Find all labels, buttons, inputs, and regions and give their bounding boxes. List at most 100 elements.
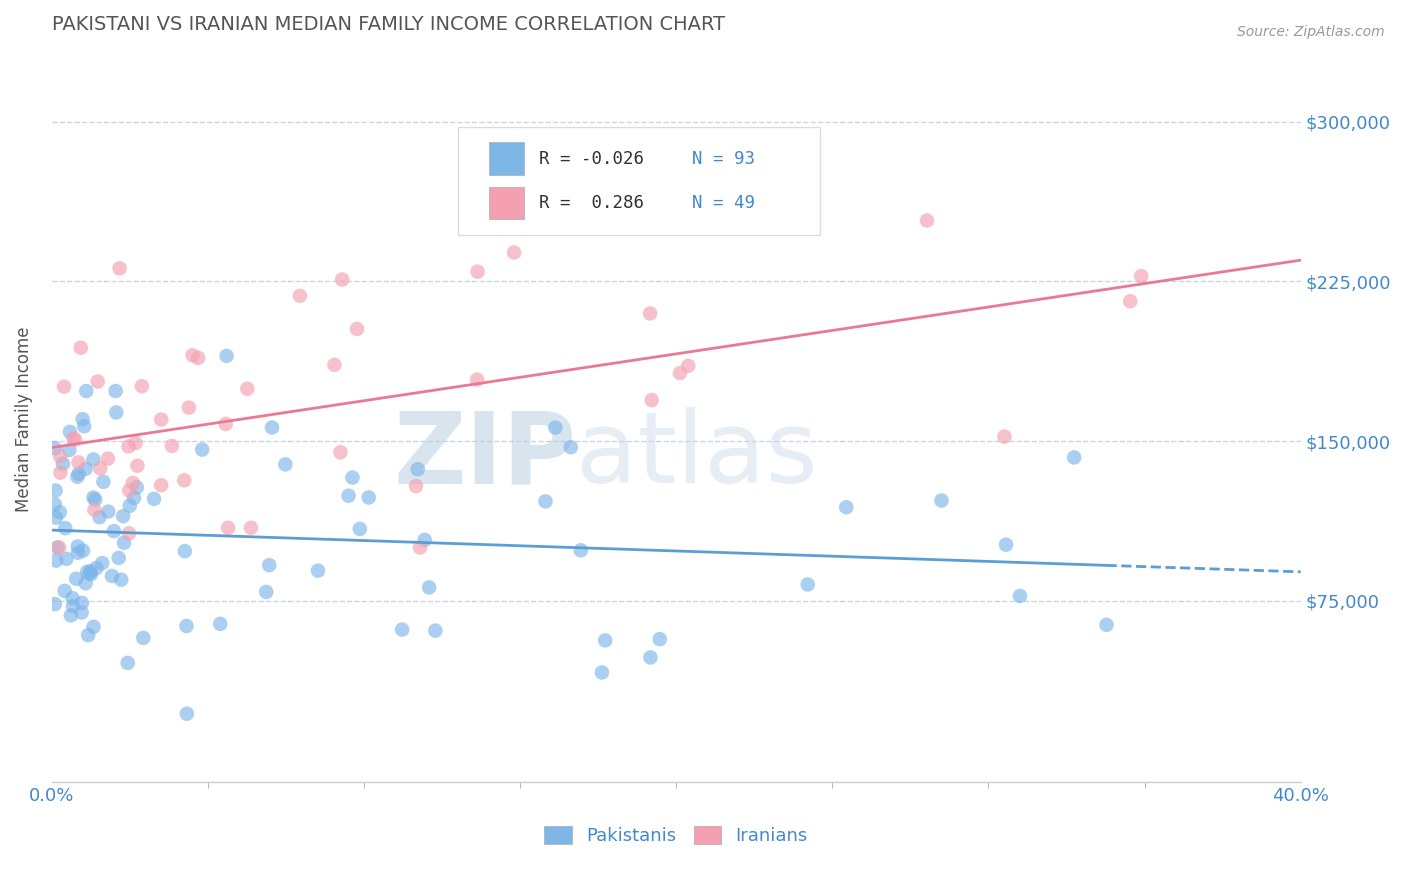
Point [69,341,91,355]
Point [84,492,107,507]
Point [89,510,111,524]
Point [1119,294,1142,309]
Point [288,289,311,303]
Point [160,439,183,453]
Point [676,359,699,373]
Point [72,412,94,426]
Point [342,470,364,484]
Point [62,431,84,445]
Text: N = 49: N = 49 [692,194,755,212]
Point [835,500,858,515]
Point [44,597,66,611]
Point [425,624,447,638]
Point [66,540,89,554]
Point [75,462,97,476]
Point [82,452,104,467]
Point [44,441,66,455]
Point [112,509,135,524]
Point [150,478,173,492]
Point [66,546,89,560]
Text: ZIP: ZIP [394,408,576,504]
Point [63,433,86,447]
Point [97,451,120,466]
Point [131,379,153,393]
Point [993,429,1015,443]
Point [72,543,94,558]
Text: Source: ZipAtlas.com: Source: ZipAtlas.com [1237,25,1385,39]
Point [409,541,432,555]
Point [465,373,488,387]
Point [66,469,89,483]
Point [1095,617,1118,632]
Point [259,558,281,573]
Point [132,631,155,645]
Point [105,405,128,419]
Point [915,213,938,227]
Point [1063,450,1085,465]
Point [796,577,818,591]
Point [49,466,72,480]
Point [75,384,97,398]
Point [45,553,67,567]
Text: atlas: atlas [576,408,818,504]
Point [648,632,671,647]
Point [82,491,104,505]
Point [215,349,238,363]
Point [49,449,72,463]
Point [49,505,72,519]
Point [118,526,141,541]
Point [405,479,427,493]
Point [101,569,124,583]
Point [260,420,283,434]
Point [323,358,346,372]
Point [143,491,166,506]
Point [209,616,232,631]
Point [349,522,371,536]
Text: R =  0.286: R = 0.286 [538,194,644,212]
Point [89,461,111,475]
Point [346,322,368,336]
Point [83,503,105,517]
Point [107,550,129,565]
Point [173,544,195,558]
Point [52,457,75,471]
Point [110,573,132,587]
Point [55,552,77,566]
Point [307,564,329,578]
Point [117,656,139,670]
Text: PAKISTANI VS IRANIAN MEDIAN FAMILY INCOME CORRELATION CHART: PAKISTANI VS IRANIAN MEDIAN FAMILY INCOM… [52,15,725,34]
Point [176,706,198,721]
Point [121,475,143,490]
Point [59,608,82,623]
Point [329,445,352,459]
Point [187,351,209,365]
Point [80,564,103,578]
Point [638,306,661,320]
Point [91,475,114,489]
Point [254,585,277,599]
Bar [489,186,524,219]
Point [112,535,135,549]
Point [418,581,440,595]
Point [669,366,692,380]
Point [77,628,100,642]
Point [173,473,195,487]
Point [1008,589,1031,603]
Point [53,583,76,598]
Point [534,494,557,508]
Point [86,561,108,575]
Text: N = 93: N = 93 [692,150,755,168]
Point [181,348,204,362]
Point [640,650,662,665]
Point [357,491,380,505]
Point [70,596,93,610]
Point [108,261,131,276]
Point [117,440,139,454]
Legend: Pakistanis, Iranians: Pakistanis, Iranians [544,826,808,845]
Y-axis label: Median Family Income: Median Family Income [15,327,32,513]
Point [86,375,108,389]
Point [217,521,239,535]
Point [45,510,67,524]
Point [73,419,96,434]
Point [544,420,567,434]
